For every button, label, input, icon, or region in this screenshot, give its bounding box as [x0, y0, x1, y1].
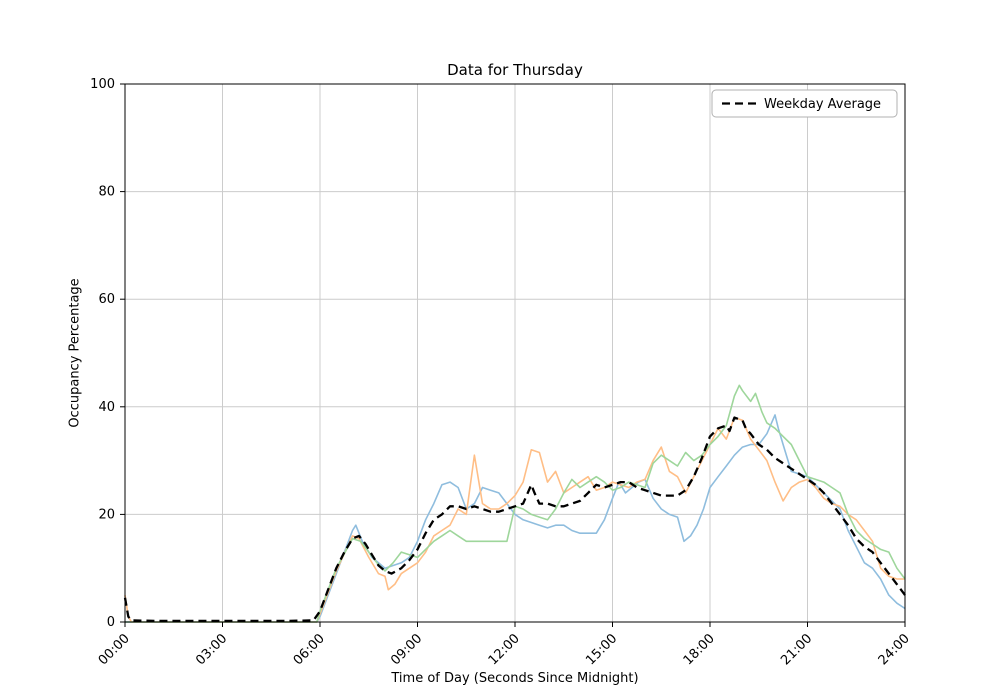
- y-tick-label: 60: [98, 292, 115, 307]
- x-tick-label: 15:00: [583, 631, 620, 668]
- x-tick-label: 03:00: [193, 631, 230, 668]
- chart-title: Data for Thursday: [447, 61, 583, 79]
- legend-box: [711, 89, 898, 118]
- y-tick-label: 20: [98, 507, 115, 522]
- y-tick-label: 100: [90, 77, 115, 92]
- x-tick-label: 24:00: [876, 631, 913, 668]
- series-line-thursday-series-orange: [124, 416, 905, 623]
- y-tick-label: 40: [98, 400, 115, 415]
- y-axis-label: Occupancy Percentage: [67, 278, 83, 428]
- y-tick-label: 0: [107, 615, 115, 630]
- x-tick-label: 00:00: [96, 631, 133, 668]
- x-tick-label: 06:00: [291, 631, 328, 668]
- x-tick-label: 12:00: [486, 631, 523, 668]
- series-line-thursday-series-green: [125, 384, 906, 623]
- x-tick-label: 18:00: [681, 631, 718, 668]
- x-tick-label: 21:00: [778, 631, 815, 668]
- series-line-weekday-average: [123, 416, 906, 623]
- y-tick-label: 80: [98, 185, 115, 200]
- x-tick-label: 09:00: [388, 631, 425, 668]
- x-axis-label: Time of Day (Seconds Since Midnight): [391, 671, 639, 686]
- legend-label: Weekday Average: [764, 97, 881, 112]
